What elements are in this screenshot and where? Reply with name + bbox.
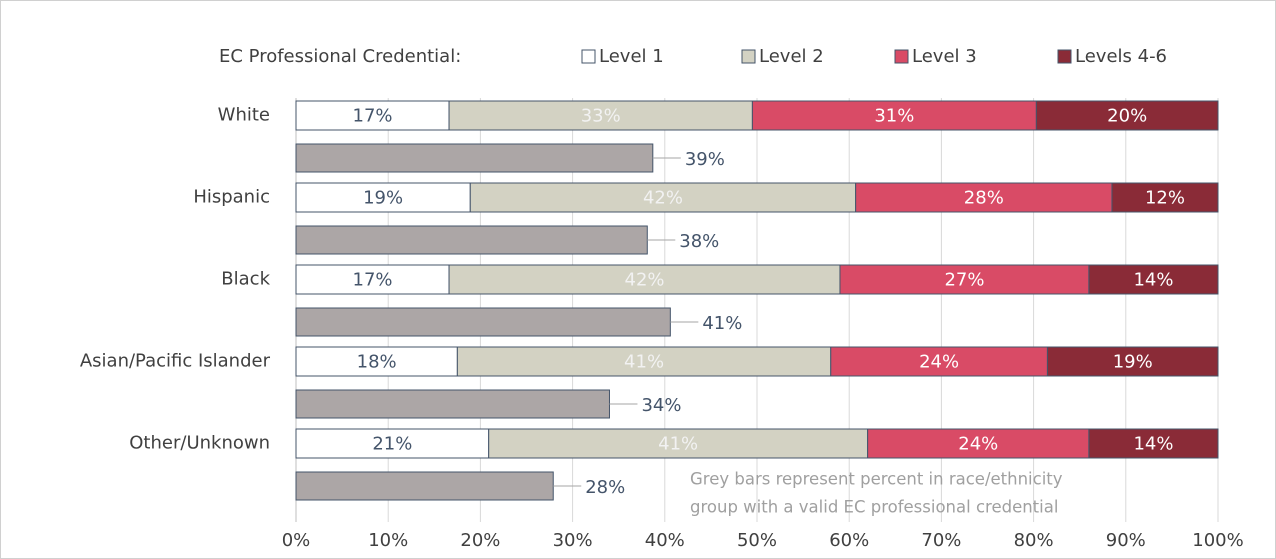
bar-segment xyxy=(867,428,1090,459)
data-label: 18% xyxy=(357,352,397,373)
bar-segment xyxy=(456,346,832,377)
bar-segment xyxy=(1046,346,1219,377)
x-tick-label: 60% xyxy=(829,530,869,551)
grey-bar xyxy=(295,143,654,173)
data-label: 41% xyxy=(702,313,742,334)
x-tick-label: 20% xyxy=(460,530,500,551)
data-label: 14% xyxy=(1133,434,1173,455)
bar-segment xyxy=(295,428,490,459)
x-tick-label: 80% xyxy=(1014,530,1054,551)
annotation: group with a valid EC professional crede… xyxy=(690,498,1058,517)
data-label: 42% xyxy=(643,188,683,209)
bar-segment xyxy=(295,264,450,295)
data-label: 28% xyxy=(964,188,1004,209)
x-tick-label: 40% xyxy=(645,530,685,551)
legend-swatch xyxy=(581,49,596,64)
x-tick-label: 100% xyxy=(1192,530,1243,551)
x-tick-label: 10% xyxy=(368,530,408,551)
legend-swatch xyxy=(894,49,909,64)
bar-segment xyxy=(1088,428,1219,459)
data-label: 42% xyxy=(625,270,665,291)
bar-segment xyxy=(295,346,458,377)
grey-bar xyxy=(295,471,554,501)
data-label: 33% xyxy=(581,106,621,127)
bar-segment xyxy=(488,428,869,459)
bar-segment xyxy=(1088,264,1219,295)
bar-segment xyxy=(448,100,753,131)
y-tick-label: White xyxy=(218,105,270,126)
data-label: 39% xyxy=(685,149,725,170)
data-label: 41% xyxy=(658,434,698,455)
grey-bar xyxy=(295,389,610,419)
bar-segment xyxy=(839,264,1090,295)
data-label: 34% xyxy=(641,395,681,416)
legend-label: Level 2 xyxy=(759,46,824,67)
data-label: 24% xyxy=(919,352,959,373)
data-label: 19% xyxy=(363,188,403,209)
legend-swatch xyxy=(741,49,756,64)
bar-segment xyxy=(295,182,471,213)
data-label: 28% xyxy=(585,477,625,498)
data-label: 21% xyxy=(372,434,412,455)
data-label: 12% xyxy=(1145,188,1185,209)
x-tick-label: 0% xyxy=(282,530,311,551)
data-label: 24% xyxy=(958,434,998,455)
x-tick-label: 70% xyxy=(921,530,961,551)
data-label: 31% xyxy=(874,106,914,127)
grey-bar xyxy=(295,307,671,337)
data-label: 17% xyxy=(353,106,393,127)
grey-bar xyxy=(295,225,648,255)
legend-swatch xyxy=(1057,49,1072,64)
x-tick-label: 90% xyxy=(1106,530,1146,551)
y-tick-label: Black xyxy=(221,269,270,290)
bar-segment xyxy=(751,100,1037,131)
annotation: Grey bars represent percent in race/ethn… xyxy=(690,470,1063,489)
bar-segment xyxy=(1111,182,1219,213)
legend-label: Level 1 xyxy=(599,46,664,67)
data-label: 41% xyxy=(624,352,664,373)
legend-title: EC Professional Credential: xyxy=(219,46,461,67)
y-tick-label: Other/Unknown xyxy=(129,433,270,454)
data-label: 20% xyxy=(1107,106,1147,127)
data-label: 19% xyxy=(1113,352,1153,373)
legend-label: Levels 4-6 xyxy=(1075,46,1167,67)
data-label: 14% xyxy=(1133,270,1173,291)
x-tick-label: 30% xyxy=(553,530,593,551)
data-label: 27% xyxy=(944,270,984,291)
bar-segment xyxy=(295,100,450,131)
y-tick-label: Asian/Pacific Islander xyxy=(80,351,271,372)
data-label: 38% xyxy=(679,231,719,252)
y-tick-label: Hispanic xyxy=(193,187,270,208)
legend-label: Level 3 xyxy=(912,46,977,67)
bar-segment xyxy=(469,182,857,213)
bar-segment xyxy=(448,264,841,295)
bar-segment xyxy=(1035,100,1219,131)
x-tick-label: 50% xyxy=(737,530,777,551)
data-label: 17% xyxy=(353,270,393,291)
